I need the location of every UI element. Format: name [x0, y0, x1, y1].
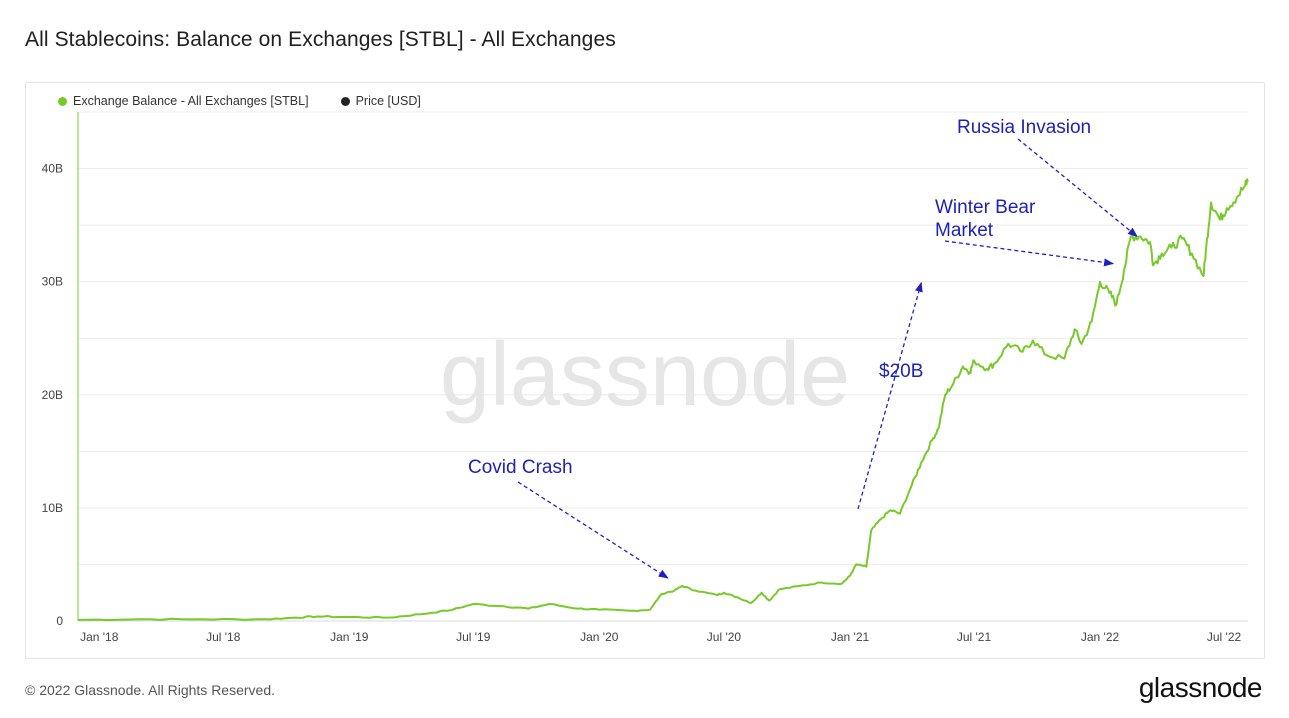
x-tick-label: Jul '22	[1207, 630, 1242, 644]
exchange-balance-series-line	[77, 178, 1249, 622]
legend-item-price[interactable]: Price [USD]	[340, 94, 421, 108]
y-tick-label: 40B	[42, 162, 63, 176]
x-tick-label: Jan '20	[580, 630, 619, 644]
annotation-arrow	[857, 281, 923, 510]
watermark-text: glassnode	[440, 325, 850, 425]
y-tick-label: 10B	[42, 501, 63, 515]
y-tick-label: 30B	[42, 275, 63, 289]
annotation-label: Russia Invasion	[957, 117, 1091, 138]
glassnode-logo[interactable]: glassnode	[1138, 672, 1263, 703]
x-tick-label: Jan '22	[1081, 630, 1120, 644]
annotation-label: Market	[935, 220, 994, 241]
annotation-arrow	[1017, 138, 1138, 238]
y-tick-label: 20B	[42, 388, 63, 402]
annotation-arrow	[944, 240, 1115, 267]
legend-dot-exchange-balance	[58, 96, 67, 106]
chart-axes: 0 10B 20B 30B 40B Jan '18 Jul '18 Jan '19 Jul '1…	[42, 112, 1248, 644]
x-tick-label: Jul '19	[456, 630, 491, 644]
y-tick-label: 0	[56, 614, 63, 628]
chart-legend: Exchange Balance - All Exchanges [STBL] …	[58, 94, 421, 108]
annotation: Russia Invasion	[957, 117, 1138, 238]
chart-series	[77, 178, 1249, 622]
legend-item-exchange-balance[interactable]: Exchange Balance - All Exchanges [STBL]	[58, 94, 309, 108]
legend-label-exchange-balance: Exchange Balance - All Exchanges [STBL]	[73, 94, 309, 108]
annotation-arrow	[517, 481, 669, 579]
annotation: $20B	[857, 281, 923, 510]
x-tick-label: Jan '21	[831, 630, 870, 644]
copyright-text: © 2022 Glassnode. All Rights Reserved.	[25, 682, 276, 698]
annotation-label: Winter Bear	[935, 197, 1036, 218]
x-tick-label: Jul '18	[206, 630, 241, 644]
chart-grid	[78, 111, 1248, 565]
legend-label-price: Price [USD]	[355, 94, 421, 108]
page-title: All Stablecoins: Balance on Exchanges [S…	[25, 28, 616, 51]
x-tick-label: Jan '18	[80, 630, 119, 644]
x-tick-label: Jul '20	[707, 630, 742, 644]
x-tick-label: Jul '21	[957, 630, 992, 644]
annotation-label: Covid Crash	[468, 457, 573, 478]
legend-dot-price	[340, 96, 350, 106]
annotation-label: $20B	[879, 361, 923, 382]
x-tick-label: Jan '19	[330, 630, 369, 644]
annotation: Covid Crash	[468, 457, 669, 579]
